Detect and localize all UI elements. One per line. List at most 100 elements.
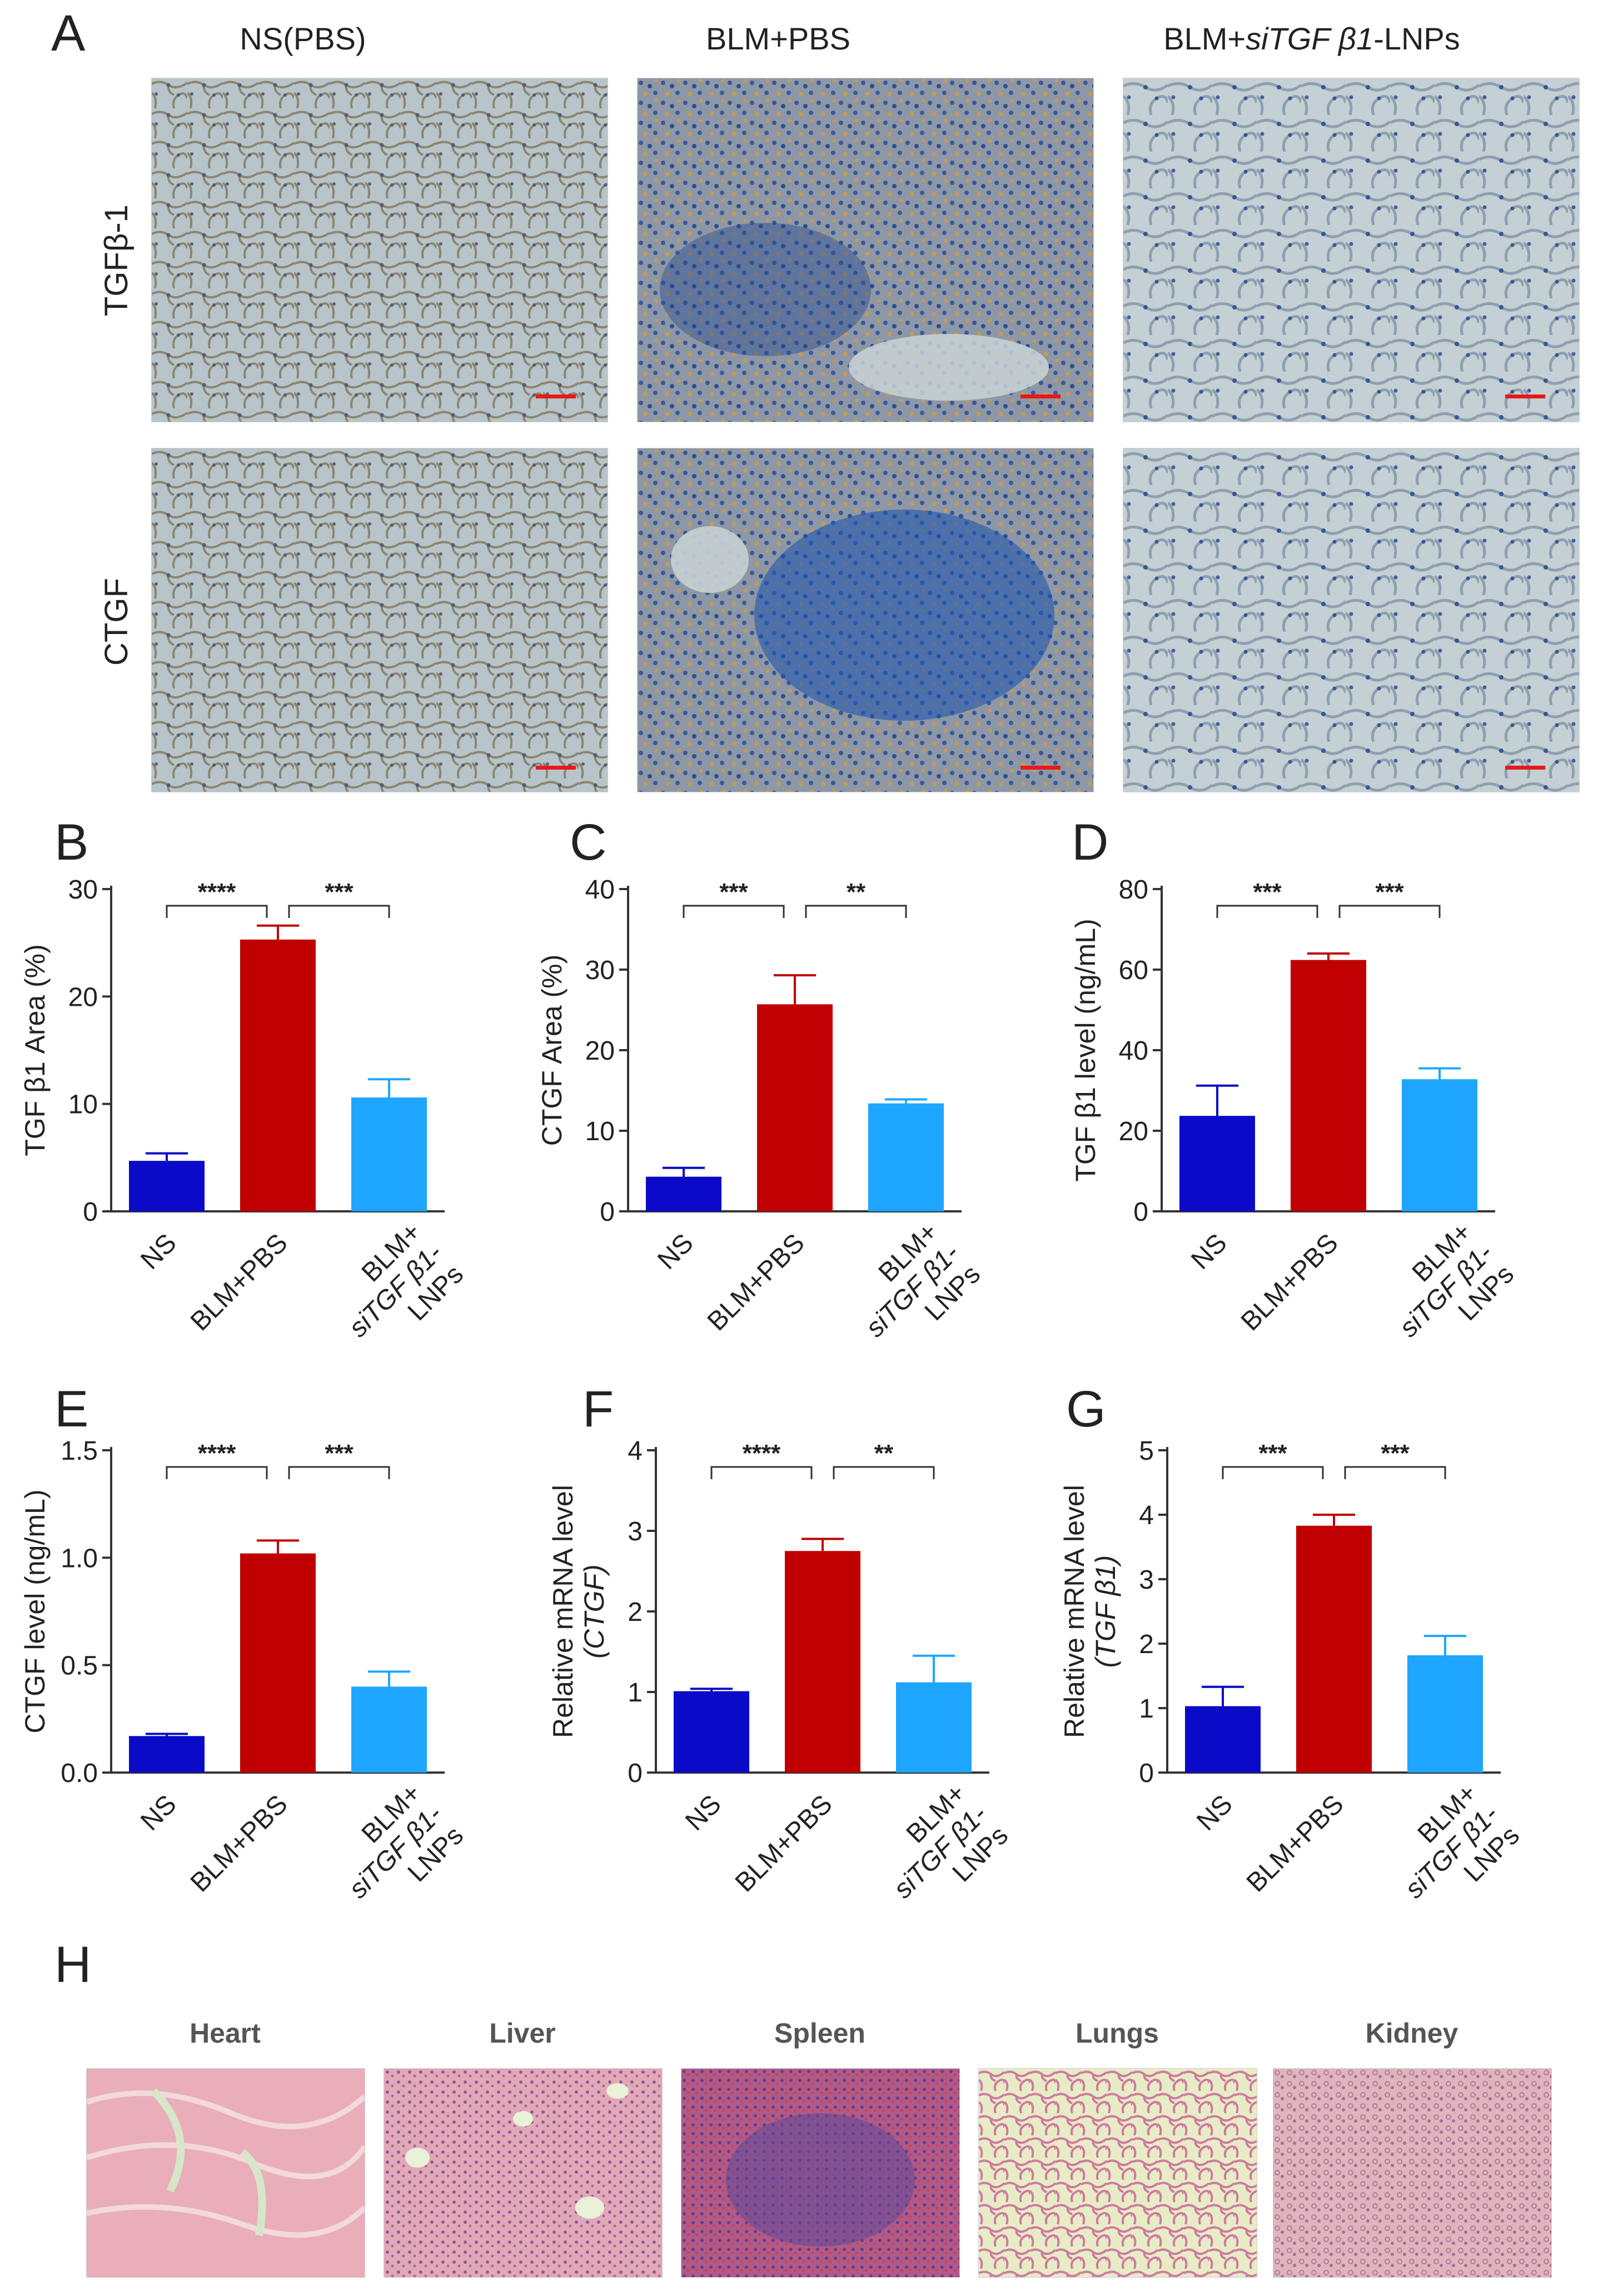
significance-bracket bbox=[288, 1466, 390, 1479]
bar bbox=[896, 1682, 972, 1773]
column-header-ns: NS(PBS) bbox=[240, 21, 366, 56]
significance-label: *** bbox=[1253, 879, 1282, 906]
panel-letter-f: F bbox=[583, 1381, 614, 1438]
y-tick-label: 1.5 bbox=[61, 1436, 98, 1466]
he-image-spleen bbox=[681, 2068, 960, 2278]
scale-bar bbox=[536, 766, 576, 770]
significance-label: **** bbox=[743, 1440, 781, 1467]
ihc-image-ctgf-ns bbox=[151, 448, 608, 792]
bar bbox=[1402, 1079, 1477, 1211]
bar bbox=[351, 1686, 427, 1773]
y-tick-label: 0.0 bbox=[61, 1759, 98, 1788]
y-tick-label: 60 bbox=[1119, 956, 1148, 985]
y-tick-label: 4 bbox=[628, 1436, 643, 1466]
x-tick-label: BLM+siTGF β1-LNPs bbox=[322, 1217, 470, 1364]
y-tick-label: 2 bbox=[1139, 1630, 1154, 1659]
he-image-liver bbox=[384, 2068, 663, 2278]
panel-letter-a: A bbox=[51, 5, 86, 62]
y-axis-label: CTGF level (ng/mL) bbox=[19, 1490, 51, 1734]
panel-letter-b: B bbox=[54, 814, 89, 871]
x-tick-label: BLM+siTGF β1-LNPs bbox=[322, 1778, 470, 1925]
x-tick-label: BLM+PBS bbox=[702, 1228, 810, 1336]
bar bbox=[868, 1103, 944, 1211]
bar bbox=[757, 1004, 833, 1211]
y-tick-label: 0.5 bbox=[61, 1651, 98, 1681]
y-axis-label-gene: (TGF β1) bbox=[1090, 1555, 1121, 1668]
y-tick-label: 10 bbox=[68, 1090, 98, 1120]
organ-title-spleen: Spleen bbox=[774, 2018, 865, 2049]
significance-bracket bbox=[1216, 905, 1318, 918]
significance-bracket bbox=[683, 905, 785, 918]
bar bbox=[240, 939, 316, 1211]
scale-bar bbox=[1505, 766, 1545, 770]
y-tick-label: 5 bbox=[1139, 1436, 1154, 1466]
scale-bar bbox=[1505, 395, 1545, 398]
y-tick-label: 40 bbox=[1119, 1036, 1148, 1066]
organ-title-liver: Liver bbox=[489, 2018, 556, 2049]
scale-bar bbox=[536, 395, 576, 398]
significance-bracket bbox=[833, 1466, 935, 1479]
panel-letter-g: G bbox=[1066, 1381, 1106, 1438]
plot-area: 0 1 2 3 4 5 Relative mRNA level (TGF β1) *** *** N… bbox=[1059, 1436, 1526, 1925]
x-tick-label: BLM+PBS bbox=[730, 1789, 838, 1898]
column-header-blm: BLM+PBS bbox=[706, 21, 850, 56]
bar bbox=[674, 1691, 749, 1773]
ihc-image-tgfb1-lnp bbox=[1123, 78, 1580, 422]
y-tick-label: 0 bbox=[1139, 1759, 1154, 1788]
organ-title-heart: Heart bbox=[190, 2018, 261, 2049]
bar bbox=[1296, 1525, 1372, 1773]
y-tick-label: 1 bbox=[1139, 1694, 1154, 1724]
ihc-image-tgfb1-blm bbox=[637, 78, 1094, 422]
he-image-kidney bbox=[1273, 2068, 1552, 2278]
significance-label: ** bbox=[847, 879, 866, 906]
row-label-ctgf: CTGF bbox=[98, 578, 135, 666]
x-tick-label: BLM+PBS bbox=[1236, 1228, 1344, 1336]
y-axis-label: Relative mRNA level bbox=[1059, 1485, 1090, 1738]
bar bbox=[1185, 1706, 1261, 1773]
significance-bracket bbox=[1338, 905, 1441, 918]
chart-g: 0 1 2 3 4 5 Relative mRNA level (TGF β1) *** *** N… bbox=[1059, 1436, 1525, 1904]
x-tick-label: NS bbox=[1191, 1789, 1238, 1836]
significance-label: *** bbox=[325, 1440, 354, 1467]
bar bbox=[1179, 1116, 1255, 1211]
y-axis-label-gene: (CTGF) bbox=[579, 1564, 610, 1658]
x-tick-label: NS bbox=[1186, 1228, 1233, 1275]
scale-bar bbox=[1020, 766, 1061, 770]
bar bbox=[1407, 1655, 1483, 1773]
y-axis-label: TGF β1 level (ng/mL) bbox=[1070, 919, 1101, 1181]
significance-label: *** bbox=[1375, 879, 1404, 906]
y-tick-label: 10 bbox=[585, 1117, 615, 1146]
significance-bracket bbox=[1222, 1466, 1324, 1479]
he-image-lungs bbox=[978, 2068, 1257, 2278]
significance-label: *** bbox=[1258, 1440, 1287, 1467]
row-label-tgfb1: TGFβ-1 bbox=[98, 204, 135, 316]
y-tick-label: 0 bbox=[1133, 1197, 1148, 1227]
bar bbox=[785, 1551, 860, 1773]
column-header-lnp-post: -LNPs bbox=[1373, 21, 1460, 56]
bar bbox=[351, 1097, 427, 1211]
bar bbox=[1291, 960, 1366, 1211]
x-tick-label: NS bbox=[652, 1228, 699, 1275]
x-tick-label: BLM+siTGF β1-LNPs bbox=[839, 1217, 987, 1364]
y-tick-label: 0 bbox=[600, 1197, 615, 1227]
significance-label: **** bbox=[198, 1440, 236, 1467]
significance-label: **** bbox=[198, 879, 236, 906]
y-tick-label: 0 bbox=[83, 1197, 98, 1227]
x-tick-label: BLM+siTGF β1-LNPs bbox=[1378, 1778, 1526, 1925]
significance-label: *** bbox=[325, 879, 354, 906]
scale-bar bbox=[1020, 395, 1061, 398]
panel-letter-c: C bbox=[570, 814, 607, 871]
ihc-image-ctgf-lnp bbox=[1123, 448, 1580, 792]
he-image-heart bbox=[86, 2068, 365, 2278]
x-tick-label: NS bbox=[135, 1789, 182, 1836]
significance-label: *** bbox=[1381, 1440, 1410, 1467]
significance-label: *** bbox=[719, 879, 748, 906]
y-axis-label: CTGF Area (%) bbox=[536, 955, 567, 1146]
x-tick-label: BLM+siTGF β1-LNPs bbox=[1373, 1217, 1520, 1364]
